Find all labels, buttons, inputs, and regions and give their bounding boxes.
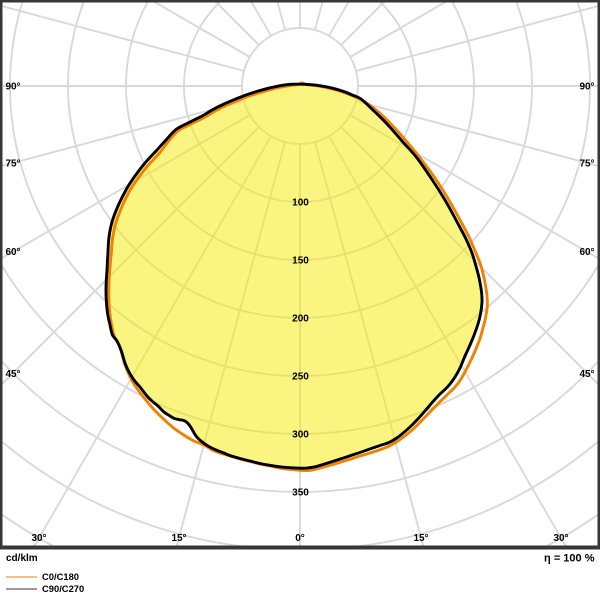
svg-text:350: 350	[292, 488, 309, 499]
svg-text:0°: 0°	[295, 533, 305, 544]
svg-text:15°: 15°	[413, 533, 428, 544]
svg-text:cd/klm: cd/klm	[6, 553, 38, 564]
svg-text:C90/C270: C90/C270	[42, 583, 84, 594]
svg-text:45°: 45°	[579, 369, 594, 380]
svg-text:90°: 90°	[579, 82, 594, 93]
svg-text:η = 100 %: η = 100 %	[544, 553, 595, 565]
svg-text:200: 200	[292, 314, 309, 325]
svg-text:75°: 75°	[5, 159, 20, 170]
svg-text:30°: 30°	[553, 533, 568, 544]
svg-text:C0/C180: C0/C180	[42, 571, 79, 582]
svg-text:250: 250	[292, 372, 309, 383]
svg-text:45°: 45°	[5, 369, 20, 380]
svg-text:100: 100	[292, 198, 309, 209]
svg-text:15°: 15°	[171, 533, 186, 544]
svg-text:300: 300	[292, 430, 309, 441]
svg-text:90°: 90°	[5, 82, 20, 93]
svg-text:75°: 75°	[579, 159, 594, 170]
svg-text:150: 150	[292, 256, 309, 267]
svg-text:30°: 30°	[31, 533, 46, 544]
svg-text:60°: 60°	[5, 247, 20, 258]
svg-text:60°: 60°	[579, 247, 594, 258]
